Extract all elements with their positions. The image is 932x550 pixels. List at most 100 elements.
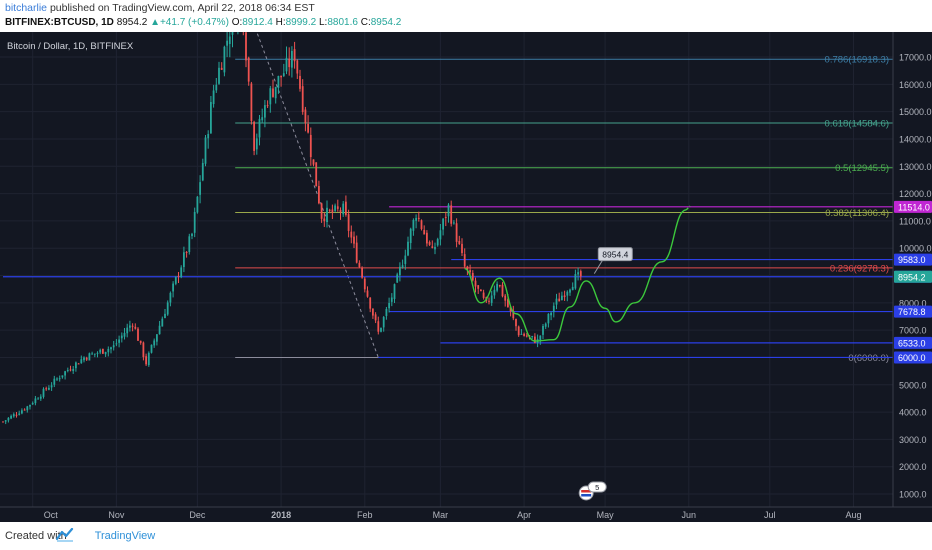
price-tag-label: 6533.0 [898, 338, 926, 348]
footer: Created with TradingView [0, 522, 932, 550]
candle-body [37, 398, 39, 400]
candle-body [544, 323, 547, 327]
candle-body [215, 84, 218, 91]
low-label: L: [319, 17, 328, 28]
candle-body [72, 368, 75, 371]
candle-body [137, 328, 139, 341]
tradingview-logo-icon [56, 528, 74, 542]
candle-body [509, 306, 512, 312]
candle-body [504, 295, 507, 301]
candle-body [39, 396, 42, 399]
candle-body [547, 313, 550, 324]
candle-body [542, 325, 544, 335]
time-tick-label: Jun [682, 510, 697, 520]
price-tick-label: 8000.0 [899, 298, 927, 308]
candle-body [185, 251, 188, 253]
chart-canvas[interactable]: 0.786(16918.3) 0.618(14584.6) 0.5(12945.5)… [0, 32, 932, 522]
candle-body [210, 102, 212, 134]
candle-body [169, 292, 172, 303]
candles [2, 32, 582, 425]
chart-title: Bitcoin / Dollar, 1D, BITFINEX [7, 41, 134, 52]
candle-body [399, 266, 401, 276]
fib-level-label: 0.382(11306.4) [825, 208, 889, 219]
price-axis[interactable]: 1000.0 2000.0 3000.0 4000.0 5000.0 6000.0 7000… [892, 32, 932, 522]
symbol-label: BITFINEX:BTCUSD, 1D [5, 17, 114, 28]
candle-body [363, 278, 366, 290]
candle-body [80, 359, 83, 364]
fib-level-label: 0.618(14584.6) [825, 118, 889, 129]
price-chart[interactable]: 0.786(16918.3) 0.618(14584.6) 0.5(12945.5)… [0, 32, 932, 522]
price-tick-label: 12000.0 [899, 189, 932, 199]
publish-line: bitcharlie published on TradingView.com,… [5, 2, 315, 14]
candle-body [401, 265, 404, 268]
price-tick-label: 16000.0 [899, 80, 932, 90]
tradingview-brand[interactable]: TradingView [94, 530, 156, 542]
candle-body [353, 236, 355, 244]
price-tag [894, 351, 932, 364]
time-axis[interactable]: Oct Nov Dec 2018 Feb Mar Apr May Jun Jul Aug [0, 506, 932, 522]
candle-body [250, 83, 253, 121]
candle-body [293, 49, 296, 62]
candle-body [366, 290, 369, 297]
last-price-tag-label: 8954.2 [898, 272, 926, 282]
candle-body [463, 254, 466, 267]
candle-body [323, 218, 326, 222]
price-callout-label: 8954.4 [602, 250, 628, 260]
candle-body [91, 353, 93, 355]
event-flag-stripe [581, 490, 592, 493]
candle-body [53, 378, 56, 385]
candle-body [64, 371, 66, 376]
fib-level-label: 0.236(9278.3) [830, 263, 889, 274]
candle-body [428, 242, 431, 245]
open-value: 8912.4 [242, 17, 273, 28]
candle-body [380, 327, 382, 332]
candle-body [7, 417, 10, 421]
candle-body [493, 289, 496, 296]
candle-body [223, 46, 226, 73]
candle-body [280, 75, 282, 78]
candle-body [455, 223, 458, 242]
candle-body [21, 410, 23, 414]
candle-body [307, 123, 309, 133]
candle-body [477, 285, 480, 289]
candle-body [112, 345, 115, 348]
candle-body [123, 332, 126, 337]
candle-body [266, 105, 269, 107]
candle-body [555, 298, 558, 305]
candle-body [42, 388, 45, 397]
price-tick-label: 7000.0 [899, 326, 927, 336]
time-tick-label: Feb [357, 510, 373, 520]
candle-body [150, 344, 153, 353]
candle-body [361, 267, 363, 278]
horizontal-lines [3, 206, 893, 359]
candle-body [350, 231, 353, 238]
low-value: 8801.6 [327, 17, 358, 28]
price-tag-label: 9583.0 [898, 255, 926, 265]
candle-body [45, 388, 48, 390]
time-tick-label: Dec [189, 510, 206, 520]
candle-body [129, 325, 131, 328]
candle-body [474, 280, 477, 287]
candle-body [220, 67, 223, 70]
candle-body [255, 138, 258, 150]
candle-body [345, 201, 347, 215]
candle-body [161, 318, 164, 327]
candle-body [358, 262, 361, 268]
candle-body [390, 297, 393, 302]
candle-body [23, 409, 26, 411]
candle-body [126, 327, 129, 334]
price-tick-label: 17000.0 [899, 53, 932, 63]
candle-body [139, 340, 142, 343]
time-tick-label: Aug [845, 510, 861, 520]
candle-body [444, 216, 447, 219]
candle-body [318, 186, 320, 204]
price-tick-label: 10000.0 [899, 244, 932, 254]
time-tick-label: Oct [44, 510, 59, 520]
chart-header: bitcharlie published on TradingView.com,… [0, 0, 932, 32]
candle-body [174, 276, 177, 284]
author-link[interactable]: bitcharlie [5, 2, 48, 14]
candle-body [417, 217, 420, 219]
price-tag-label: 6000.0 [898, 353, 926, 363]
candle-body [277, 76, 280, 88]
candle-body [374, 314, 377, 321]
